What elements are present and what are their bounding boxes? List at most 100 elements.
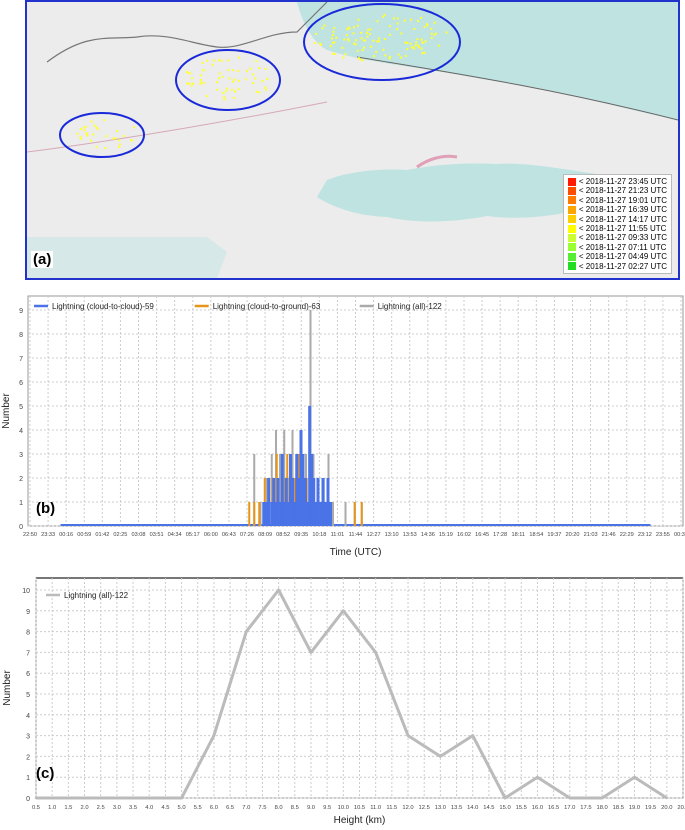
- strike-dot: [341, 46, 344, 49]
- strike-dot: [255, 60, 258, 63]
- strike-dot: [420, 47, 423, 50]
- data-point: [503, 796, 507, 800]
- legend-swatch: [567, 224, 576, 233]
- strike-dot: [133, 126, 136, 129]
- strike-dot: [376, 40, 379, 43]
- strike-dot: [237, 56, 240, 59]
- y-tick-label: 7: [26, 650, 30, 657]
- x-tick-label: 00:38: [674, 532, 685, 538]
- data-point: [536, 776, 539, 779]
- strike-dot: [258, 91, 261, 94]
- bar: [293, 502, 297, 526]
- lightning-map: (a) < 2018-11-27 23:45 UTC < 2018-11-27 2…: [25, 0, 680, 280]
- strike-dot: [433, 21, 436, 24]
- strike-dot: [368, 33, 371, 36]
- data-point: [665, 796, 669, 800]
- x-tick-label: 16:02: [457, 532, 471, 538]
- strike-dot: [187, 71, 190, 74]
- x-tick-label: 03:08: [132, 532, 146, 538]
- strike-dot: [186, 82, 189, 85]
- strike-dot: [347, 39, 350, 42]
- legend-text: < 2018-11-27 14:17 UTC: [578, 214, 667, 224]
- strike-dot: [357, 18, 360, 21]
- bar: [319, 502, 322, 526]
- strike-dot: [266, 78, 269, 81]
- strike-dot: [237, 70, 240, 73]
- y-tick-label: 8: [19, 332, 23, 339]
- x-tick-label: 21:46: [602, 532, 616, 538]
- x-tick-label: 04:34: [168, 532, 182, 538]
- map-border: [46, 2, 328, 63]
- cluster-ellipse: [303, 3, 461, 81]
- x-tick-label: 3.5: [129, 805, 137, 811]
- cluster-ellipse: [59, 112, 145, 158]
- strike-dot: [421, 51, 424, 54]
- strike-dot: [230, 88, 233, 91]
- strike-dot: [333, 41, 336, 44]
- map-road: [27, 101, 328, 153]
- bar: [291, 478, 294, 526]
- x-tick-label: 17.0: [564, 805, 575, 811]
- bar: [270, 502, 274, 526]
- strike-dot: [225, 90, 228, 93]
- bar: [332, 502, 334, 526]
- strike-dot: [423, 51, 426, 54]
- strike-dot: [356, 24, 359, 27]
- strike-dot: [118, 139, 121, 142]
- strike-dot: [255, 90, 258, 93]
- strike-dot: [96, 128, 99, 131]
- x-tick-label: 8.0: [275, 805, 283, 811]
- bar: [259, 502, 262, 526]
- strike-dot: [423, 25, 426, 28]
- bar: [321, 478, 325, 526]
- bar: [248, 502, 251, 526]
- strike-dot: [95, 126, 98, 129]
- bar: [344, 502, 347, 526]
- strike-dot: [213, 59, 216, 62]
- strike-dot: [406, 47, 409, 50]
- strike-dot: [331, 34, 334, 37]
- map-road: [356, 56, 678, 121]
- strike-dot: [315, 32, 318, 35]
- strike-dot: [200, 81, 203, 84]
- x-tick-label: 13:10: [385, 532, 399, 538]
- strike-dot: [367, 29, 370, 32]
- data-point: [115, 796, 119, 800]
- strike-dot: [359, 58, 362, 61]
- strike-dot: [404, 54, 407, 57]
- x-tick-label: 6.0: [210, 805, 218, 811]
- strike-dot: [430, 27, 433, 30]
- strike-dot: [252, 73, 255, 76]
- strike-dot: [430, 32, 433, 35]
- x-tick-label: 12.0: [402, 805, 413, 811]
- legend-item: < 2018-11-27 14:17 UTC: [567, 214, 667, 224]
- legend-swatch: [567, 196, 576, 205]
- strike-dot: [405, 41, 408, 44]
- strike-dot: [331, 52, 334, 55]
- strike-dot: [388, 55, 391, 58]
- x-tick-label: 12.5: [419, 805, 430, 811]
- map-canvas: [27, 2, 678, 278]
- legend-text: < 2018-11-27 11:55 UTC: [578, 223, 667, 233]
- bar: [276, 478, 280, 526]
- strike-dot: [226, 87, 229, 90]
- strike-dot: [202, 82, 205, 85]
- strike-dot: [366, 35, 369, 38]
- x-tick-label: 17:28: [493, 532, 507, 538]
- legend-text: < 2018-11-27 02:27 UTC: [578, 261, 667, 271]
- strike-dot: [199, 78, 202, 81]
- strike-dot: [445, 31, 448, 34]
- data-point: [600, 796, 604, 800]
- y-tick-label: 2: [26, 754, 30, 761]
- strike-dot: [375, 51, 378, 54]
- strike-dot: [346, 28, 349, 31]
- x-tick-label: 4.0: [145, 805, 153, 811]
- strike-dot: [232, 69, 235, 72]
- y-tick-label: 1: [26, 775, 30, 782]
- strike-dot: [420, 16, 423, 19]
- strike-dot: [93, 124, 96, 127]
- x-tick-label: 9.5: [323, 805, 331, 811]
- strike-dot: [373, 55, 376, 58]
- bar: [353, 502, 356, 526]
- y-tick-label: 4: [26, 713, 30, 720]
